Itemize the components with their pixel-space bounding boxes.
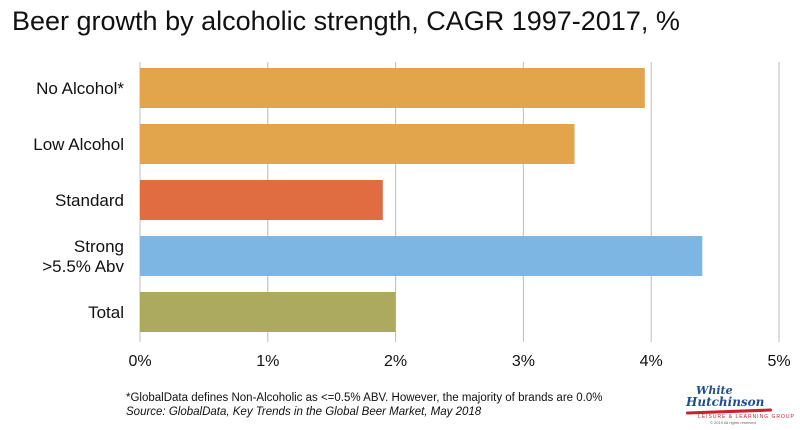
bar-3 bbox=[140, 236, 703, 276]
bar-4 bbox=[140, 292, 396, 332]
category-labels: No Alcohol* Low Alcohol Standard Strong >5.5… bbox=[33, 79, 124, 322]
logo-text-hutchinson: Hutchinson bbox=[686, 395, 765, 409]
x-tick-labels: 0% 1% 2% 3% 4% 5% bbox=[128, 353, 790, 370]
bar-chart: No Alcohol* Low Alcohol Standard Strong >5.5… bbox=[33, 62, 791, 370]
category-label: Low Alcohol bbox=[33, 135, 124, 154]
logo-tagline: LEISURE & LEARNING GROUP bbox=[698, 414, 795, 420]
category-label: No Alcohol* bbox=[36, 79, 124, 98]
logo-text-white: White bbox=[696, 384, 733, 397]
x-tick-label: 3% bbox=[512, 353, 535, 370]
bar-1 bbox=[140, 124, 575, 164]
footnote: *GlobalData defines Non-Alcoholic as <=0… bbox=[126, 392, 603, 404]
logo-copyright: © 2019 All rights reserved bbox=[710, 420, 756, 425]
x-tick-label: 5% bbox=[767, 353, 790, 370]
x-tick-label: 2% bbox=[384, 353, 407, 370]
x-tick-label: 4% bbox=[640, 353, 663, 370]
chart-title: Beer growth by alcoholic strength, CAGR … bbox=[12, 6, 680, 36]
category-label: Standard bbox=[55, 191, 124, 210]
bar-2 bbox=[140, 180, 383, 220]
category-label: Strong >5.5% Abv bbox=[42, 237, 124, 276]
white-hutchinson-logo: White Hutchinson LEISURE & LEARNING GROU… bbox=[672, 384, 794, 426]
x-tick-label: 0% bbox=[128, 353, 151, 370]
category-label: Total bbox=[88, 303, 124, 322]
bar-0 bbox=[140, 68, 645, 108]
source-note: Source: GlobalData, Key Trends in the Gl… bbox=[126, 406, 482, 418]
x-tick-label: 1% bbox=[256, 353, 279, 370]
bars bbox=[140, 68, 703, 332]
